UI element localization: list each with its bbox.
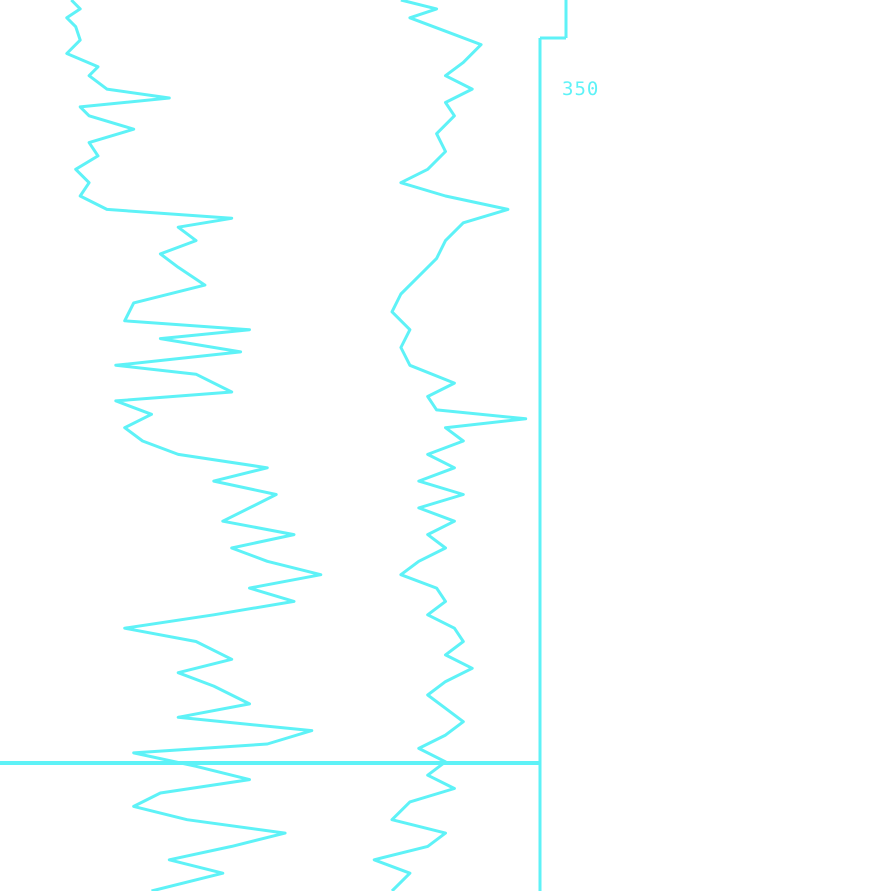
label-layer: 350	[562, 78, 599, 100]
depth-tick-label: 350	[562, 78, 599, 100]
log-trace-left	[65, 0, 323, 891]
log-trace-right	[372, 0, 528, 891]
series-layer	[65, 0, 528, 891]
frame	[0, 0, 568, 891]
